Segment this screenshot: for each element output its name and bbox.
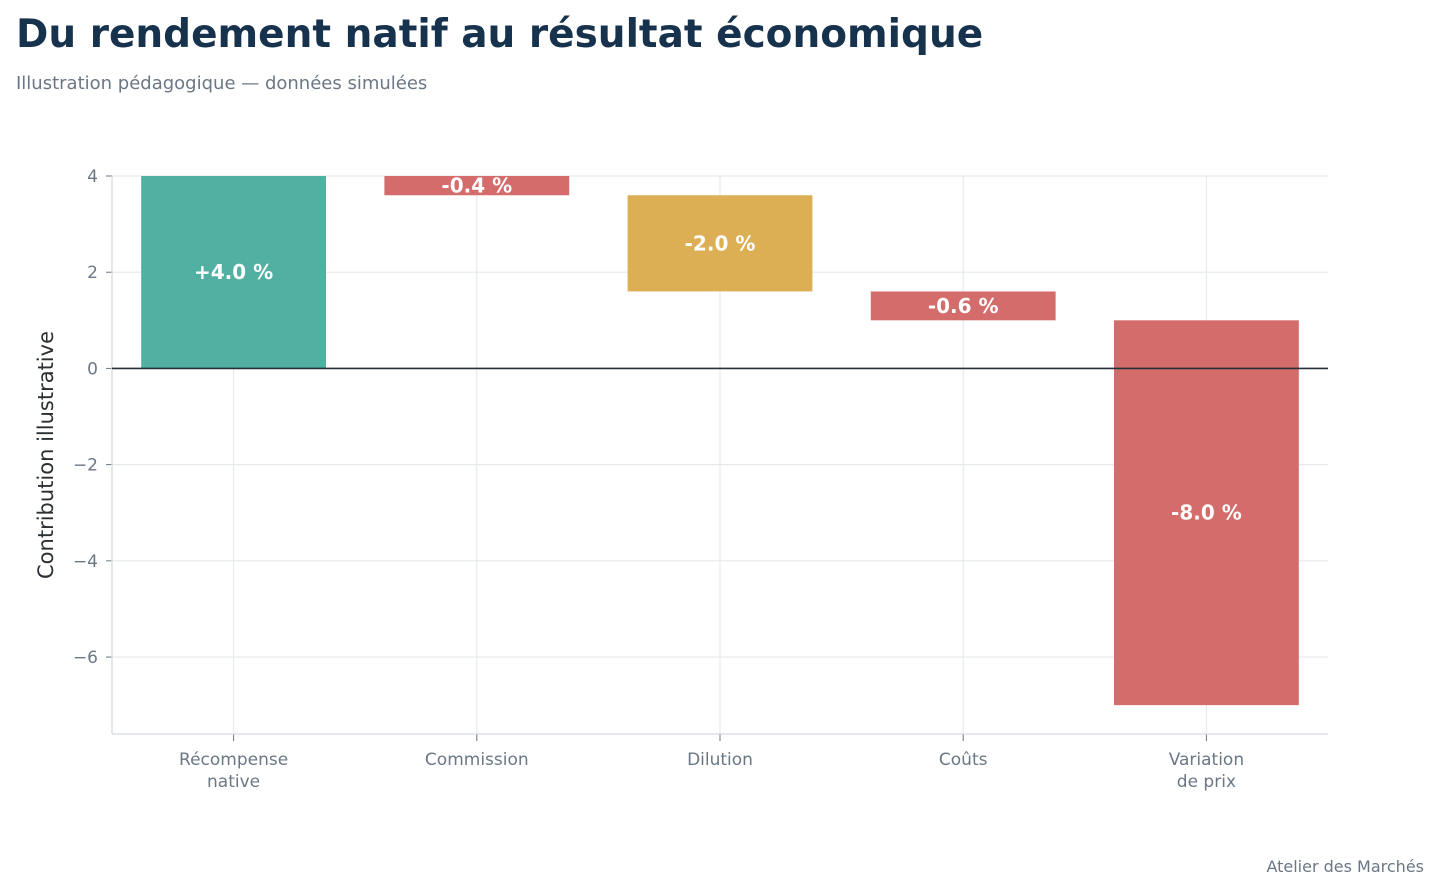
chart-subtitle: Illustration pédagogique — données simul…: [16, 73, 428, 94]
y-tick-label: −6: [73, 648, 98, 668]
bar-value-label: -0.4 %: [441, 174, 512, 198]
chart-title: Du rendement natif au résultat économiqu…: [16, 12, 984, 57]
y-tick-label: 0: [87, 359, 98, 379]
y-tick-label: −4: [73, 552, 98, 572]
bar-value-label: -0.6 %: [928, 294, 999, 318]
bar-labels: +4.0 % -0.4 % -2.0 % -0.6 % -8.0 %: [194, 174, 1242, 525]
x-tick-label: Dilution: [687, 750, 753, 770]
x-tick-label: Coûts: [939, 750, 988, 770]
x-tick-label: Récompense native: [179, 750, 288, 792]
bar: [384, 176, 570, 196]
bar-value-label: -2.0 %: [685, 231, 756, 255]
bar: [141, 176, 327, 369]
source-credit: Atelier des Marchés: [1266, 857, 1424, 876]
y-axis-label: Contribution illustrative: [34, 331, 58, 579]
y-tick-label: 4: [87, 167, 98, 187]
bar-value-label: +4.0 %: [194, 260, 273, 284]
bar-value-label: -8.0 %: [1171, 501, 1242, 525]
x-tick-label: Variation de prix: [1169, 750, 1244, 792]
x-tick-label: Commission: [425, 750, 529, 770]
y-tick-label: 2: [87, 263, 98, 283]
axes: 4 2 0 −2 −4 −6 Récompense native Commission Dilut…: [73, 167, 1328, 792]
bars: [141, 176, 1299, 706]
y-tick-label: −2: [73, 456, 98, 476]
bar: [1113, 320, 1299, 706]
bar: [870, 291, 1056, 321]
bar: [627, 195, 813, 292]
